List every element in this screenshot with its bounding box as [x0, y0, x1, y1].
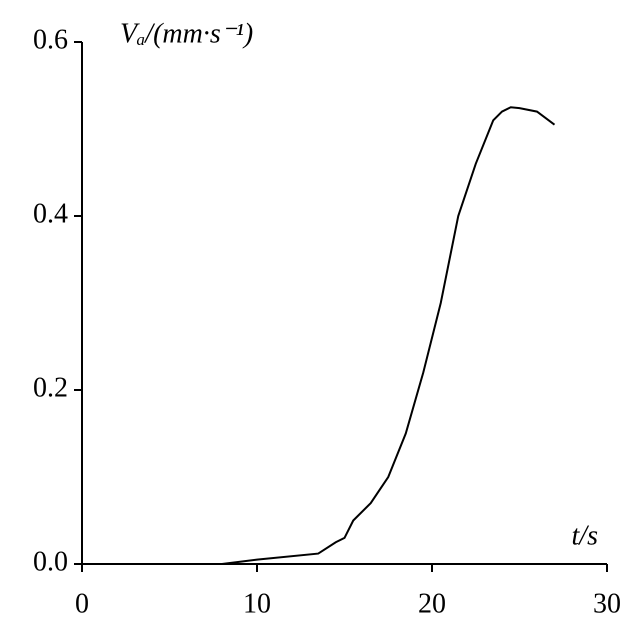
x-axis-label: t/s: [572, 520, 599, 551]
x-tick-label: 30: [593, 588, 621, 619]
x-tick-label: 10: [243, 588, 271, 619]
y-tick-label: 0.2: [33, 372, 68, 403]
x-tick-label: 0: [75, 588, 89, 619]
x-tick-label: 20: [418, 588, 446, 619]
y-axis-label: Vₐ/(mm·s⁻¹): [120, 18, 253, 49]
y-tick-label: 0.6: [33, 24, 68, 55]
y-tick-label: 0.0: [33, 546, 68, 577]
y-tick-label: 0.4: [33, 198, 68, 229]
line-series: [82, 106, 556, 565]
